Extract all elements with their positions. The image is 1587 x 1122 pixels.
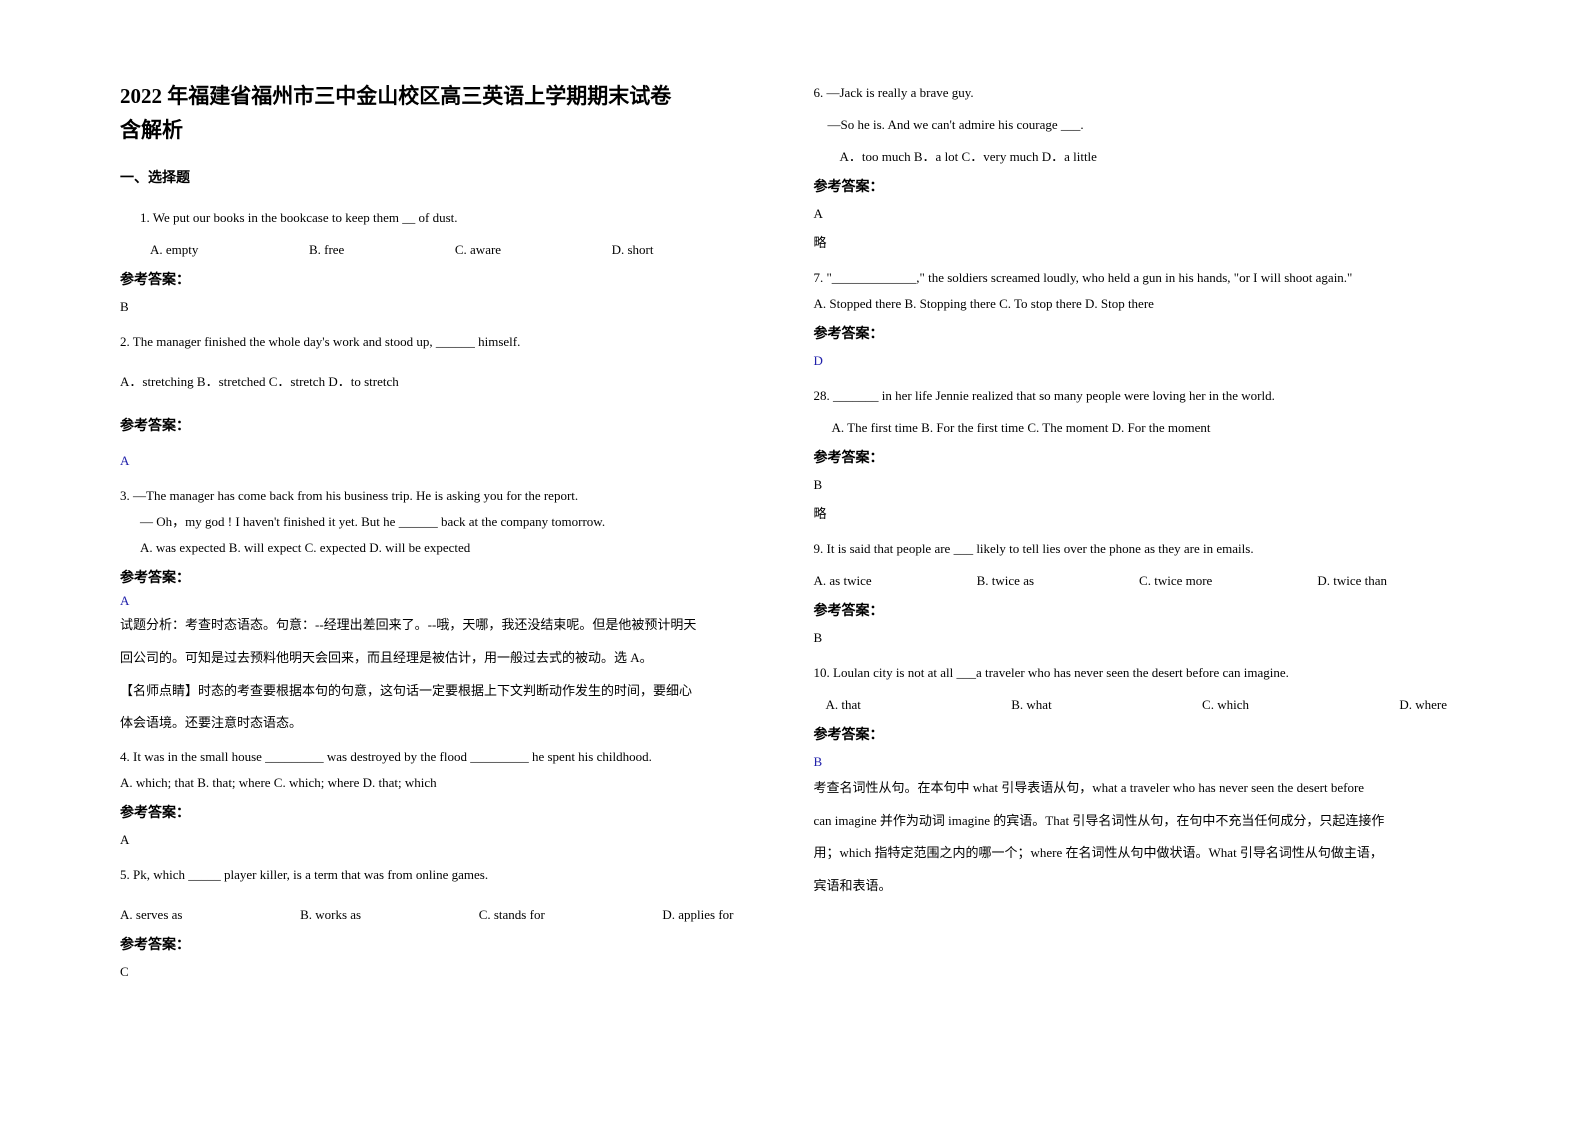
q6-options: A．too much B．a lot C．very much D．a littl…	[814, 144, 1468, 170]
q2-answer-label: 参考答案：	[120, 415, 774, 435]
q5-text: 5. Pk, which _____ player killer, is a t…	[120, 862, 774, 888]
q8-text: 28. _______ in her life Jennie realized …	[814, 383, 1468, 409]
q10-exp3: 用；which 指特定范围之内的哪一个；where 在名词性从句中做状语。Wha…	[814, 841, 1468, 866]
q10-exp2: can imagine 并作为动词 imagine 的宾语。That 引导名词性…	[814, 809, 1468, 834]
q8-answer-label: 参考答案：	[814, 447, 1468, 467]
q10-optD: D. where	[1399, 692, 1447, 718]
q9-optD: D. twice than	[1317, 568, 1387, 594]
right-column: 6. —Jack is really a brave guy. —So he i…	[794, 80, 1488, 1082]
q1-options: A. empty B. free C. aware D. short	[120, 237, 774, 263]
q3-answer: A	[120, 593, 774, 609]
q5-answer: C	[120, 964, 774, 980]
q10-optB: B. what	[1011, 692, 1051, 718]
q1-optC: C. aware	[455, 237, 501, 263]
q6-answer: A	[814, 206, 1468, 222]
q3-answer-label: 参考答案：	[120, 567, 774, 587]
q3-exp1: 试题分析：考查时态语态。句意：--经理出差回来了。--哦，天哪，我还没结束呢。但…	[120, 613, 774, 638]
q10-exp4: 宾语和表语。	[814, 874, 1468, 899]
page-title: 2022 年福建省福州市三中金山校区高三英语上学期期末试卷 含解析	[120, 80, 774, 147]
left-column: 2022 年福建省福州市三中金山校区高三英语上学期期末试卷 含解析 一、选择题 …	[100, 80, 794, 1082]
q10-optC: C. which	[1202, 692, 1249, 718]
q5-optC: C. stands for	[479, 902, 545, 928]
q1-answer-label: 参考答案：	[120, 269, 774, 289]
q9-options: A. as twice B. twice as C. twice more D.…	[814, 568, 1468, 594]
q8-answer: B	[814, 477, 1468, 493]
q1-answer: B	[120, 299, 774, 315]
q3-line1: 3. —The manager has come back from his b…	[120, 483, 774, 509]
q3-options: A. was expected B. will expect C. expect…	[120, 535, 774, 561]
q1-optD: D. short	[612, 237, 654, 263]
q5-optB: B. works as	[300, 902, 361, 928]
q4-answer-label: 参考答案：	[120, 802, 774, 822]
q7-text: 7. "_____________," the soldiers screame…	[814, 265, 1468, 291]
q5-optA: A. serves as	[120, 902, 182, 928]
q3-exp3: 【名师点睛】时态的考查要根据本句的句意，这句话一定要根据上下文判断动作发生的时间…	[120, 679, 774, 704]
q3-exp2: 回公司的。可知是过去预料他明天会回来，而且经理是被估计，用一般过去式的被动。选 …	[120, 646, 774, 671]
q6-line2: —So he is. And we can't admire his coura…	[814, 112, 1468, 138]
q4-text: 4. It was in the small house _________ w…	[120, 744, 774, 770]
q5-options: A. serves as B. works as C. stands for D…	[120, 902, 774, 928]
q4-answer: A	[120, 832, 774, 848]
q8-options: A. The first time B. For the first time …	[814, 415, 1468, 441]
q8-omit: 略	[814, 503, 1468, 522]
q9-optA: A. as twice	[814, 568, 872, 594]
q3-line2: — Oh，my god ! I haven't finished it yet.…	[120, 509, 774, 535]
q6-omit: 略	[814, 232, 1468, 251]
q10-text: 10. Loulan city is not at all ___a trave…	[814, 660, 1468, 686]
q1-optB: B. free	[309, 237, 344, 263]
q6-line1: 6. —Jack is really a brave guy.	[814, 80, 1468, 106]
q10-exp1: 考查名词性从句。在本句中 what 引导表语从句，what a traveler…	[814, 776, 1468, 801]
q7-options: A. Stopped there B. Stopping there C. To…	[814, 291, 1468, 317]
q10-optA: A. that	[826, 692, 861, 718]
q10-options: A. that B. what C. which D. where	[814, 692, 1468, 718]
q3-exp4: 体会语境。还要注意时态语态。	[120, 711, 774, 736]
q4-options: A. which; that B. that; where C. which; …	[120, 770, 774, 796]
q5-optD: D. applies for	[662, 902, 733, 928]
q6-answer-label: 参考答案：	[814, 176, 1468, 196]
q2-options: A．stretching B．stretched C．stretch D．to …	[120, 369, 774, 395]
q7-answer: D	[814, 353, 1468, 369]
title-line-2: 含解析	[120, 114, 774, 148]
section-header: 一、选择题	[120, 167, 774, 187]
q9-text: 9. It is said that people are ___ likely…	[814, 536, 1468, 562]
q9-optB: B. twice as	[977, 568, 1034, 594]
q5-answer-label: 参考答案：	[120, 934, 774, 954]
q2-text: 2. The manager finished the whole day's …	[120, 329, 774, 355]
q2-answer: A	[120, 453, 774, 469]
q9-answer: B	[814, 630, 1468, 646]
q10-answer: B	[814, 754, 1468, 770]
q1-text: 1. We put our books in the bookcase to k…	[120, 205, 774, 231]
q10-answer-label: 参考答案：	[814, 724, 1468, 744]
q9-answer-label: 参考答案：	[814, 600, 1468, 620]
title-line-1: 2022 年福建省福州市三中金山校区高三英语上学期期末试卷	[120, 80, 774, 114]
q1-optA: A. empty	[150, 237, 198, 263]
q7-answer-label: 参考答案：	[814, 323, 1468, 343]
q9-optC: C. twice more	[1139, 568, 1212, 594]
